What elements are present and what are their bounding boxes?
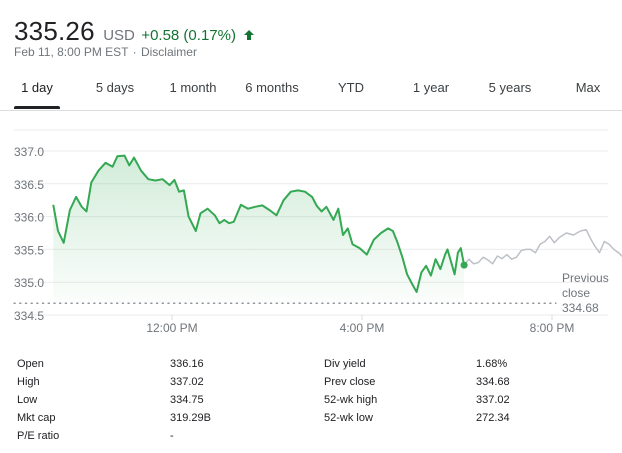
stat-label: Low xyxy=(17,394,38,406)
y-tick-label: 336.5 xyxy=(14,178,44,192)
stat-row: High 337.02 xyxy=(17,376,204,388)
stat-value: 334.68 xyxy=(476,376,510,388)
y-tick-label: 337.0 xyxy=(14,145,44,159)
tab-1-month[interactable]: 1 month xyxy=(169,80,217,95)
x-tick-label: 8:00 PM xyxy=(530,321,575,335)
stat-value: 272.34 xyxy=(476,412,510,424)
previous-close-label: close xyxy=(562,286,590,300)
range-tabs: 1 day 5 days 1 month 6 months YTD 1 year… xyxy=(0,70,622,111)
currency-label: USD xyxy=(103,27,135,44)
stat-value: 334.75 xyxy=(170,394,204,406)
stat-label: Open xyxy=(17,358,44,370)
previous-close-label: Previous xyxy=(562,271,609,285)
tab-1-year[interactable]: 1 year xyxy=(412,80,450,95)
current-price-dot xyxy=(460,261,468,269)
tab-1-day[interactable]: 1 day xyxy=(21,80,53,95)
active-tab-indicator xyxy=(14,106,60,109)
tab-6-months[interactable]: 6 months xyxy=(245,80,299,95)
stat-label: 52-wk low xyxy=(324,412,373,424)
stat-label: Prev close xyxy=(324,376,376,388)
chart-lines xyxy=(52,154,622,293)
price-change: +0.58 (0.17%) xyxy=(141,27,236,44)
stat-label: High xyxy=(17,376,40,388)
after-hours-line xyxy=(463,228,622,266)
y-tick-label: 334.5 xyxy=(14,309,44,323)
stat-label: 52-wk high xyxy=(324,394,378,406)
tab-max[interactable]: Max xyxy=(575,80,601,95)
stat-label: Mkt cap xyxy=(17,412,56,424)
stat-value: 337.02 xyxy=(170,376,204,388)
quote-timestamp: Feb 11, 8:00 PM EST xyxy=(14,45,129,59)
tab-5-days[interactable]: 5 days xyxy=(95,80,135,95)
previous-close-value: 334.68 xyxy=(562,301,599,315)
disclaimer-link[interactable]: Disclaimer xyxy=(140,45,197,59)
regular-session-line xyxy=(52,154,466,293)
regular-session-area xyxy=(53,155,465,304)
stat-value: 1.68% xyxy=(476,358,508,370)
tab-ytd[interactable]: YTD xyxy=(338,80,364,95)
stat-value: 336.16 xyxy=(170,358,204,370)
separator: · xyxy=(132,45,137,59)
chart-labels: 337.0 336.5 336.0 335.5 335.0 334.5 12:00 PM 4:… xyxy=(14,145,609,335)
stat-row: P/E ratio - xyxy=(17,430,174,442)
x-tick-label: 12:00 PM xyxy=(146,321,197,335)
price-chart[interactable]: 337.0 336.5 336.0 335.5 335.0 334.5 12:00 PM 4:… xyxy=(0,120,622,350)
stat-value: 337.02 xyxy=(476,394,510,406)
stat-row: Mkt cap 319.29B xyxy=(17,412,211,424)
quote-timestamp-line: Feb 11, 8:00 PM EST · Disclaimer xyxy=(14,45,197,59)
stat-label: Div yield xyxy=(324,358,366,370)
chart-area-fill xyxy=(53,155,465,304)
stock-price: 335.26 xyxy=(14,16,95,46)
stat-value: 319.29B xyxy=(170,412,211,424)
stat-row: 52-wk low 272.34 xyxy=(324,412,510,424)
stat-row: Prev close 334.68 xyxy=(324,376,510,388)
y-tick-label: 335.0 xyxy=(14,276,44,290)
stat-value: - xyxy=(170,430,174,442)
stat-row: Open 336.16 xyxy=(17,358,204,370)
x-tick-label: 4:00 PM xyxy=(340,321,385,335)
stat-row: 52-wk high 337.02 xyxy=(324,394,510,406)
arrow-up-icon xyxy=(244,30,255,40)
y-tick-label: 336.0 xyxy=(14,211,44,225)
stat-row: Low 334.75 xyxy=(17,394,204,406)
tab-5-years[interactable]: 5 years xyxy=(488,80,532,95)
y-tick-label: 335.5 xyxy=(14,243,44,257)
stat-row: Div yield 1.68% xyxy=(324,358,507,370)
stat-label: P/E ratio xyxy=(17,430,60,442)
quote-header: 335.26 USD +0.58 (0.17%) xyxy=(14,16,255,47)
